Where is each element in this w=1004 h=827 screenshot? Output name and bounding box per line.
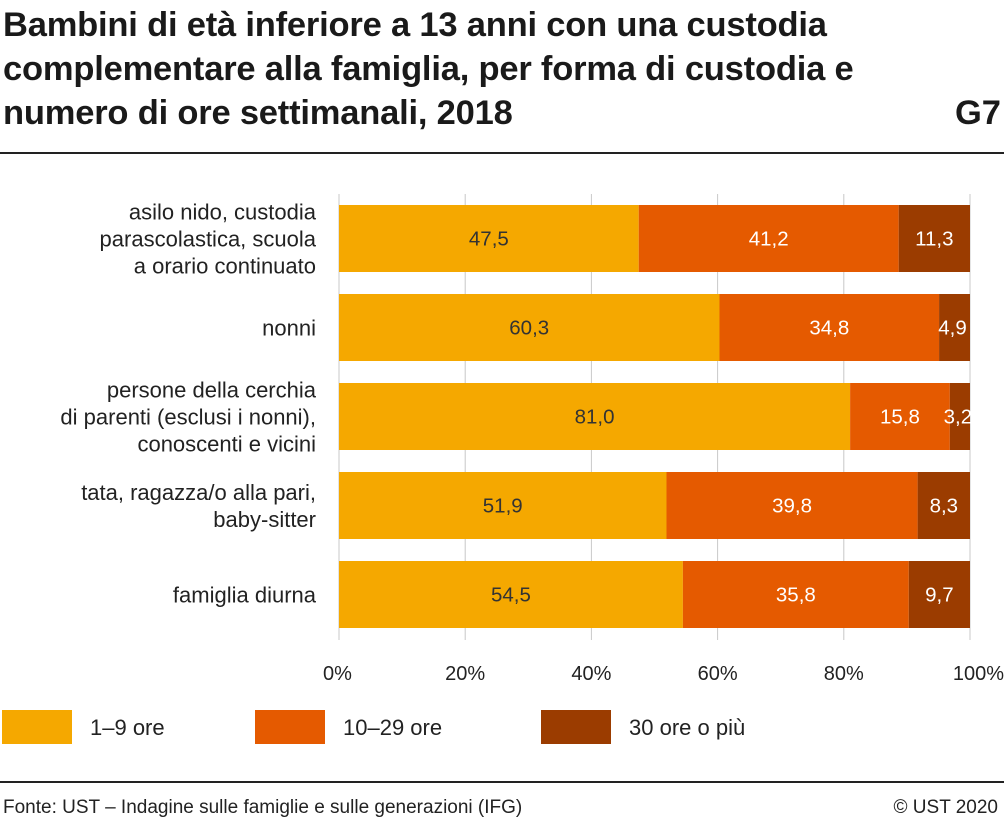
- figure-number: G7: [954, 94, 1001, 132]
- x-tick-label: 0%: [323, 663, 352, 685]
- data-label: 11,3: [915, 228, 953, 251]
- bar-segment: [638, 205, 899, 272]
- chart-title: Bambini di età inferiore a 13 anni con u…: [3, 6, 854, 132]
- category-label-line: parascolastica, scuola: [100, 227, 317, 252]
- category-label-line: famiglia diurna: [173, 583, 317, 608]
- category-label: persone della cerchia di parenti (esclusi…: [60, 378, 316, 457]
- x-tick-label: 80%: [824, 663, 864, 685]
- category-label: nonni: [262, 316, 316, 341]
- bottom-divider: [0, 781, 1004, 783]
- bar-segment: [939, 294, 970, 361]
- x-tick-label: 20%: [445, 663, 485, 685]
- bar-segment: [339, 383, 851, 450]
- category-label-line: persone della cerchia: [107, 378, 317, 403]
- bar-segment: [949, 383, 970, 450]
- data-label: 15,8: [880, 406, 920, 429]
- bars: 47,5 41,2 11,3 60,3 34,8 4,9 81,0 15,8 3,2 51,9 39…: [339, 205, 972, 628]
- category-label-line: di parenti (esclusi i nonni),: [60, 405, 316, 430]
- bar-segment: [339, 561, 683, 628]
- x-tick-label: 40%: [571, 663, 611, 685]
- bar-segment: [339, 205, 639, 272]
- bar-segment: [666, 472, 918, 539]
- stacked-bar-chart: 47,5 41,2 11,3 60,3 34,8 4,9 81,0 15,8 3,2 51,9 39…: [2, 194, 1004, 744]
- category-label: asilo nido, custodia parascolastica, scuo…: [100, 200, 317, 279]
- legend-swatch: [2, 710, 72, 744]
- data-label: 47,5: [469, 228, 509, 251]
- bar-segment: [339, 472, 667, 539]
- bar-segment: [682, 561, 909, 628]
- category-label-line: nonni: [262, 316, 316, 341]
- category-label-line: conoscenti e vicini: [137, 432, 316, 457]
- data-label: 41,2: [749, 228, 789, 251]
- data-label: 51,9: [483, 495, 523, 518]
- data-label: 39,8: [772, 495, 812, 518]
- category-label: famiglia diurna: [173, 583, 317, 608]
- bar-segment: [339, 294, 720, 361]
- data-label: 4,9: [938, 317, 967, 340]
- data-label: 35,8: [776, 584, 816, 607]
- category-label-line: tata, ragazza/o alla pari,: [81, 480, 316, 505]
- category-label-line: baby-sitter: [213, 507, 316, 532]
- legend-swatch: [255, 710, 325, 744]
- data-label: 54,5: [491, 584, 531, 607]
- source-note: Fonte: UST – Indagine sulle famiglie e s…: [3, 797, 523, 818]
- top-divider: [0, 152, 1004, 154]
- bar-segment: [898, 205, 970, 272]
- bar-segment: [850, 383, 950, 450]
- legend-label: 10–29 ore: [343, 715, 442, 740]
- category-label-line: a orario continuato: [134, 254, 316, 279]
- legend-swatch: [541, 710, 611, 744]
- category-label-line: asilo nido, custodia: [129, 200, 317, 225]
- copyright-note: © UST 2020: [893, 797, 998, 818]
- category-label: tata, ragazza/o alla pari, baby-sitter: [81, 480, 316, 532]
- legend-label: 30 ore o più: [629, 715, 745, 740]
- legend: 1–9 ore 10–29 ore 30 ore o più: [2, 710, 745, 744]
- data-label: 8,3: [930, 495, 959, 518]
- x-axis-ticks: 0% 20% 40% 60% 80% 100%: [323, 663, 1004, 685]
- category-labels: asilo nido, custodia parascolastica, scuo…: [60, 200, 316, 608]
- data-label: 81,0: [575, 406, 615, 429]
- data-label: 34,8: [809, 317, 849, 340]
- x-tick-label: 100%: [953, 663, 1004, 685]
- bar-segment: [719, 294, 940, 361]
- legend-label: 1–9 ore: [90, 715, 165, 740]
- data-label: 3,2: [944, 406, 973, 429]
- bar-segment: [908, 561, 970, 628]
- data-label: 9,7: [925, 584, 954, 607]
- bar-segment: [917, 472, 970, 539]
- x-tick-label: 60%: [698, 663, 738, 685]
- data-label: 60,3: [509, 317, 549, 340]
